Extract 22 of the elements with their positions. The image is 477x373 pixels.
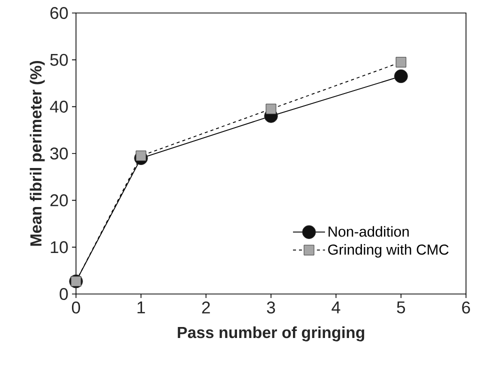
x-axis-title: Pass number of gringing — [178, 326, 364, 342]
y-tick-label: 0 — [60, 288, 68, 300]
point — [394, 69, 408, 84]
y-tick-label: 20 — [50, 194, 68, 206]
x-tick-label: 2 — [202, 302, 210, 314]
legend-label: Grinding with CMC — [328, 244, 449, 258]
y-tick-label: 40 — [50, 100, 68, 113]
point — [266, 104, 276, 114]
y-tick-label: 10 — [50, 241, 68, 254]
point — [396, 56, 406, 68]
y-tick-label: 50 — [50, 54, 68, 66]
x-tick-label: 4 — [332, 302, 340, 314]
y-axis-title: Mean fibril perimeter (%) — [30, 60, 45, 246]
y-tick-label: 60 — [50, 6, 68, 20]
x-tick-label: 6 — [462, 302, 470, 314]
y-tick-label: 30 — [50, 147, 68, 160]
x-tick-label: 1 — [138, 302, 145, 314]
point — [136, 150, 146, 162]
x-tick-label: 5 — [396, 302, 406, 314]
x-tick-label: 0 — [72, 302, 80, 314]
x-tick-label: 3 — [266, 302, 275, 314]
legend-label: Non-addition — [328, 226, 409, 237]
